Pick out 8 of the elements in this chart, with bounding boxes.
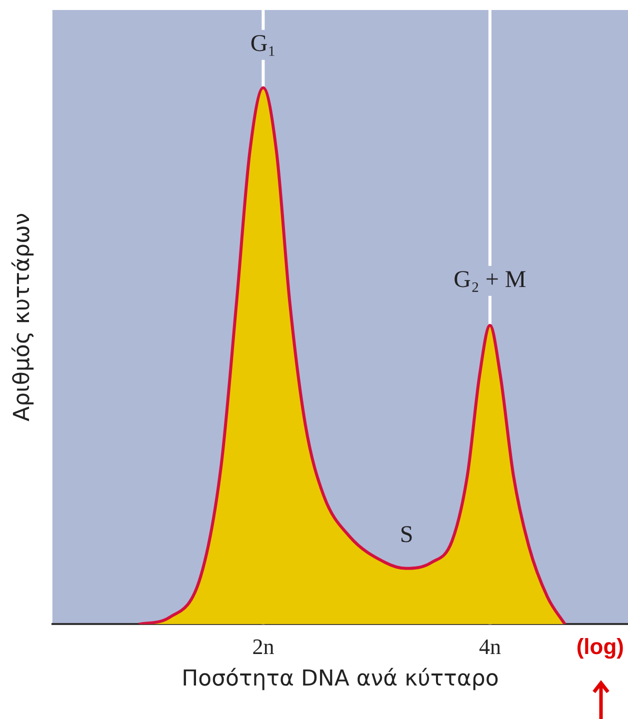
annotation: G₁	[250, 31, 276, 58]
text: (log)	[576, 634, 624, 660]
x-axis-title: Ποσότητα DNA ανά κύτταρο	[182, 666, 499, 692]
y-axis-title: Αριθμός κυττάρων	[10, 212, 35, 422]
x-tick-label: 4n	[478, 634, 501, 660]
x-tick-label: 2n	[252, 634, 274, 660]
annotation: G₂ + M	[454, 267, 526, 294]
annotation: S	[400, 522, 414, 548]
